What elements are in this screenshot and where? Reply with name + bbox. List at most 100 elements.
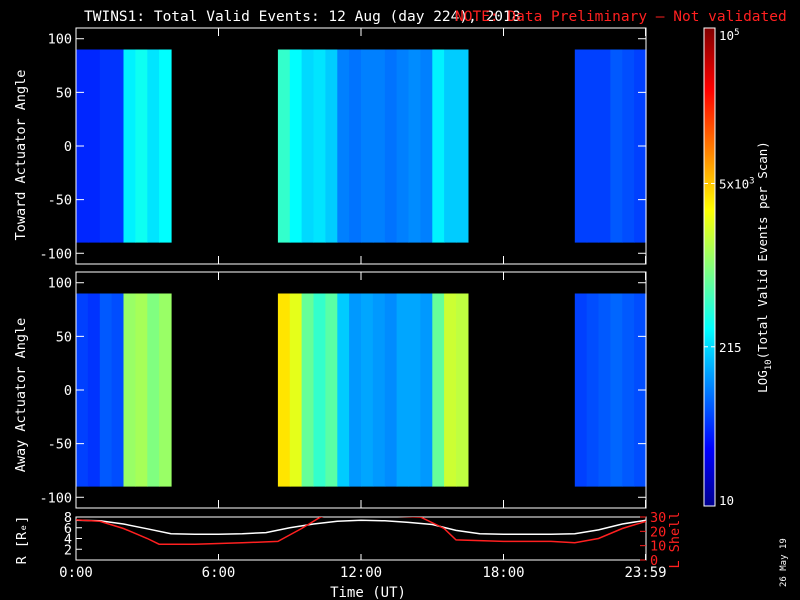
toward-heatmap-cell [432, 49, 445, 243]
orbit-ytick-right-label: 30 [650, 510, 666, 526]
toward-heatmap-cell [301, 49, 315, 243]
orbit-ytick-right-label: 20 [650, 524, 666, 540]
away-heatmap-cell [432, 293, 445, 487]
toward-heatmap-cell [361, 49, 374, 243]
toward-heatmap-cell [99, 49, 113, 243]
x-tick-label: 18:00 [482, 565, 524, 581]
orbit-ylabel-right: L Shell [667, 512, 683, 569]
colorbar-tick-label: 105 [719, 28, 739, 43]
away-ytick-label: -100 [39, 490, 72, 506]
away-heatmap-cell [147, 293, 160, 487]
away-heatmap-cell [574, 293, 588, 487]
toward-ytick-label: 50 [56, 85, 72, 101]
orbit-ytick-right-label: 0 [650, 553, 658, 569]
away-heatmap-cell [444, 293, 457, 487]
away-heatmap-cell [87, 293, 101, 487]
toward-heatmap-cell [277, 49, 291, 243]
toward-ytick-label: -100 [39, 246, 72, 262]
away-heatmap-cell [313, 293, 326, 487]
away-ytick-label: 100 [48, 276, 72, 292]
plot-title: TWINS1: Total Valid Events: 12 Aug (day … [84, 9, 521, 25]
date-stamp: 26 May 19 [779, 538, 789, 587]
away-heatmap-cell [111, 293, 125, 487]
toward-heatmap-cell [444, 49, 457, 243]
x-axis-label: Time (UT) [330, 585, 406, 600]
toward-heatmap-panel: 100 50 0 -50 -100 [39, 27, 647, 265]
away-heatmap-cell [456, 293, 469, 487]
away-heatmap-cell [123, 293, 136, 487]
away-heatmap-cell [277, 293, 291, 487]
toward-ytick-label: 0 [64, 139, 72, 155]
away-heatmap-cell [384, 293, 398, 487]
toward-ylabel: Toward Actuator Angle [13, 70, 29, 241]
toward-heatmap-cell [87, 49, 101, 243]
toward-heatmap-cell [135, 49, 148, 243]
toward-heatmap-cell [159, 49, 172, 243]
away-ytick-label: 0 [64, 383, 72, 399]
away-heatmap-cell [396, 293, 410, 487]
away-heatmap-cell [586, 293, 600, 487]
x-tick-label: 23:59 [624, 565, 666, 581]
toward-heatmap-cell [396, 49, 410, 243]
toward-heatmap-cell [574, 49, 588, 243]
toward-heatmap-cell [337, 49, 350, 243]
orbit-ytick-left-label: 4 [64, 532, 72, 548]
away-heatmap-cell [349, 293, 362, 487]
away-heatmap-cell [301, 293, 315, 487]
away-heatmap-cell [408, 293, 421, 487]
colorbar-ticks: 105 5x103 215 10 [704, 27, 755, 508]
x-tick-label: 0:00 [59, 565, 93, 581]
toward-heatmap-cell [586, 49, 600, 243]
toward-heatmap-cell [420, 49, 433, 243]
away-heatmap-cell [337, 293, 350, 487]
toward-heatmap-cell [610, 49, 623, 243]
away-heatmap-cell [99, 293, 113, 487]
toward-heatmap-cell [598, 49, 611, 243]
colorbar [704, 28, 715, 506]
colorbar-tick-label: 215 [719, 340, 742, 355]
toward-heatmap-cell [325, 49, 338, 243]
away-heatmap-cell [420, 293, 433, 487]
away-heatmap-cell [372, 293, 386, 487]
toward-heatmap-cell [372, 49, 386, 243]
orbit-ylabel-left: R [Rₑ] [14, 516, 30, 565]
orbit-ytick-left-label: 2 [64, 542, 72, 558]
plot-note: NOTE: Data Preliminary — Not validated [455, 9, 787, 25]
away-heatmap-cell [610, 293, 623, 487]
away-heatmap-cell [361, 293, 374, 487]
toward-heatmap-cell [123, 49, 136, 243]
away-heatmap-cell [325, 293, 338, 487]
toward-ytick-label: 100 [48, 32, 72, 48]
away-heatmap-panel: 100 50 0 -50 -100 [39, 271, 647, 509]
away-ylabel: Away Actuator Angle [13, 318, 29, 472]
toward-heatmap-cell [384, 49, 398, 243]
x-tick-label: 12:00 [340, 565, 382, 581]
colorbar-tick-label: 10 [719, 493, 734, 508]
toward-heatmap-cell [147, 49, 160, 243]
away-heatmap-cell [289, 293, 303, 487]
toward-heatmap-cell [289, 49, 303, 243]
orbit-radius-line [76, 519, 646, 535]
toward-ytick-label: -50 [48, 193, 72, 209]
orbit-lshell-line [76, 517, 646, 545]
x-tick-label: 6:00 [202, 565, 236, 581]
colorbar-label: LOG10(Total Valid Events per Scan) [755, 141, 774, 393]
toward-heatmap-cell [408, 49, 421, 243]
away-ytick-label: 50 [56, 329, 72, 345]
toward-heatmap-cell [313, 49, 326, 243]
orbit-frame [75, 516, 647, 561]
away-heatmap-cell [598, 293, 611, 487]
away-heatmap-cell [622, 293, 635, 487]
orbit-ytick-left-label: 6 [64, 521, 72, 537]
away-ytick-label: -50 [48, 437, 72, 453]
away-heatmap-cell [135, 293, 148, 487]
toward-heatmap-cell [622, 49, 635, 243]
orbit-ytick-right-label: 10 [650, 539, 666, 555]
toward-heatmap-cell [349, 49, 362, 243]
away-heatmap-cell [159, 293, 172, 487]
toward-heatmap-cell [456, 49, 469, 243]
colorbar-tick-label: 5x103 [719, 176, 755, 191]
toward-heatmap-cell [111, 49, 125, 243]
